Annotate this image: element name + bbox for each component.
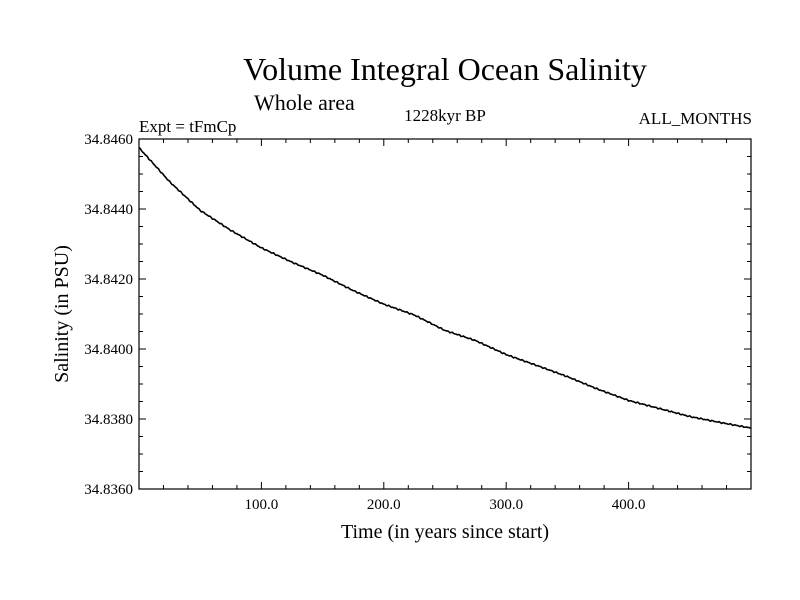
y-tick-label: 34.8360 xyxy=(84,482,133,498)
plot-frame xyxy=(138,138,752,490)
y-tick-label: 34.8460 xyxy=(84,132,133,148)
salinity-series-line xyxy=(138,147,752,429)
months-label: ALL_MONTHS xyxy=(639,109,752,128)
y-tick-label: 34.8380 xyxy=(84,412,133,428)
x-axis-ticks: 100.0 200.0 300.0 400.0 xyxy=(162,139,728,513)
experiment-label: Expt = tFmCp xyxy=(139,117,236,136)
period-label: 1228kyr BP xyxy=(404,106,486,125)
y-axis-label: Salinity (in PSU) xyxy=(51,245,73,383)
chart-subtitle: Whole area xyxy=(254,90,355,115)
x-tick-label: 100.0 xyxy=(245,497,279,513)
y-axis-ticks: 34.8360 34.8380 34.8400 34.8420 34.8440 34.84… xyxy=(84,132,751,498)
x-axis-label: Time (in years since start) xyxy=(341,521,549,543)
y-tick-label: 34.8400 xyxy=(84,342,133,358)
x-tick-label: 400.0 xyxy=(612,497,646,513)
x-tick-label: 200.0 xyxy=(367,497,401,513)
x-tick-label: 300.0 xyxy=(489,497,523,513)
y-tick-label: 34.8420 xyxy=(84,272,133,288)
y-tick-label: 34.8440 xyxy=(84,202,133,218)
chart-title: Volume Integral Ocean Salinity xyxy=(243,51,647,87)
